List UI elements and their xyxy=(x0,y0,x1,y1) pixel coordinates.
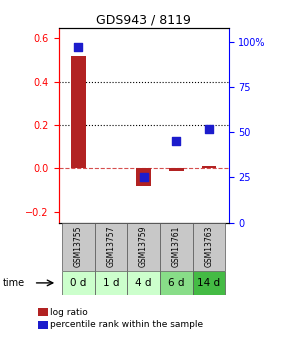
Point xyxy=(141,175,146,180)
Text: time: time xyxy=(3,278,25,288)
Bar xyxy=(95,223,127,271)
Text: GSM13763: GSM13763 xyxy=(205,226,213,267)
Point xyxy=(76,45,81,50)
Text: 0 d: 0 d xyxy=(70,278,86,288)
Text: 14 d: 14 d xyxy=(197,278,221,288)
Bar xyxy=(136,168,151,186)
Bar xyxy=(193,223,225,271)
Text: percentile rank within the sample: percentile rank within the sample xyxy=(50,321,204,329)
Text: log ratio: log ratio xyxy=(50,308,88,317)
Text: 6 d: 6 d xyxy=(168,278,185,288)
Bar xyxy=(38,321,48,329)
Text: GSM13757: GSM13757 xyxy=(106,226,115,267)
Text: 4 d: 4 d xyxy=(135,278,152,288)
Bar xyxy=(160,271,193,295)
Bar xyxy=(71,56,86,168)
Bar xyxy=(193,271,225,295)
Bar xyxy=(62,271,95,295)
Point xyxy=(174,139,179,144)
Title: GDS943 / 8119: GDS943 / 8119 xyxy=(96,13,191,27)
Text: GSM13759: GSM13759 xyxy=(139,226,148,267)
Text: GSM13761: GSM13761 xyxy=(172,226,181,267)
Bar xyxy=(127,223,160,271)
Bar xyxy=(160,223,193,271)
Bar xyxy=(95,271,127,295)
Bar xyxy=(169,168,184,170)
Text: 1 d: 1 d xyxy=(103,278,119,288)
Bar xyxy=(202,166,216,168)
Bar xyxy=(127,271,160,295)
Bar xyxy=(62,223,95,271)
Bar xyxy=(38,308,48,316)
Text: GSM13755: GSM13755 xyxy=(74,226,83,267)
Point xyxy=(207,126,211,131)
